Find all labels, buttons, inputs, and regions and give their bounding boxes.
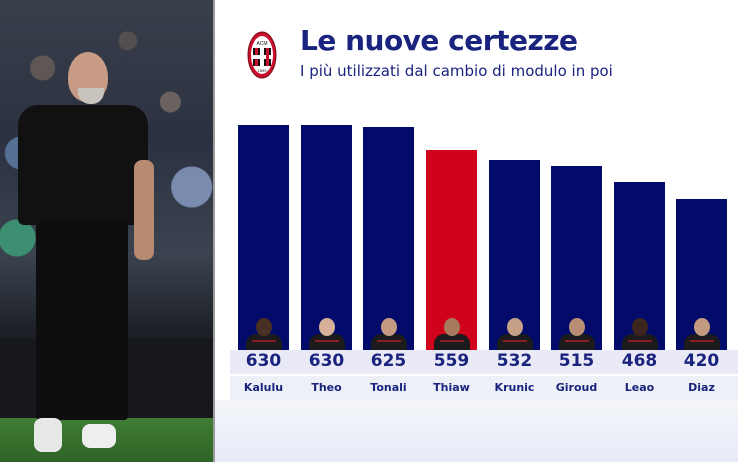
bar-giroud: [551, 166, 602, 350]
bar-value: 420: [683, 351, 720, 371]
bar-value: 532: [496, 351, 533, 371]
bar-tonali: [363, 127, 414, 350]
coach-shoe: [82, 424, 116, 448]
player-name: Kalulu: [243, 381, 284, 394]
bar-value: 468: [621, 351, 658, 371]
value-band: [230, 350, 738, 374]
player-photo-icon: [245, 318, 282, 350]
bar-krunic: [489, 160, 540, 350]
coach-photo: [0, 0, 213, 462]
player-photo-icon: [433, 318, 470, 350]
player-photo-icon: [683, 318, 720, 350]
player-name: Giroud: [555, 381, 598, 394]
player-photo-icon: [308, 318, 345, 350]
coach-torso: [18, 105, 148, 225]
chart-subtitle: I più utilizzati dal cambio di modulo in…: [300, 62, 613, 80]
player-name: Krunic: [494, 381, 535, 394]
bottom-band: [215, 400, 738, 462]
player-name: Tonali: [370, 381, 407, 394]
coach-arm: [134, 160, 154, 260]
player-photo-icon: [621, 318, 658, 350]
panel-divider: [213, 0, 215, 462]
bar-value: 559: [433, 351, 470, 371]
bar-value: 630: [308, 351, 345, 371]
bar-value: 630: [245, 351, 282, 371]
player-name: Leao: [624, 381, 655, 394]
player-name: Thiaw: [433, 381, 470, 394]
svg-text:1899: 1899: [258, 68, 268, 73]
player-name: Diaz: [688, 381, 715, 394]
player-photo-icon: [370, 318, 407, 350]
bar-diaz: [676, 199, 727, 350]
bar-thiaw: [426, 150, 477, 350]
coach-beard: [78, 88, 104, 104]
player-photo-icon: [496, 318, 533, 350]
bar-kalulu: [238, 125, 289, 350]
bar-theo: [301, 125, 352, 350]
ac-milan-crest-icon: ACM 1899: [247, 31, 277, 79]
player-name: Theo: [311, 381, 342, 394]
bar-value: 515: [558, 351, 595, 371]
coach-shoe: [34, 418, 62, 452]
coach-legs: [36, 222, 128, 420]
chart-title: Le nuove certezze: [300, 24, 578, 57]
bar-leao: [614, 182, 665, 350]
player-photo-icon: [558, 318, 595, 350]
name-band: [230, 376, 738, 400]
bar-value: 625: [370, 351, 407, 371]
svg-text:ACM: ACM: [256, 41, 267, 47]
